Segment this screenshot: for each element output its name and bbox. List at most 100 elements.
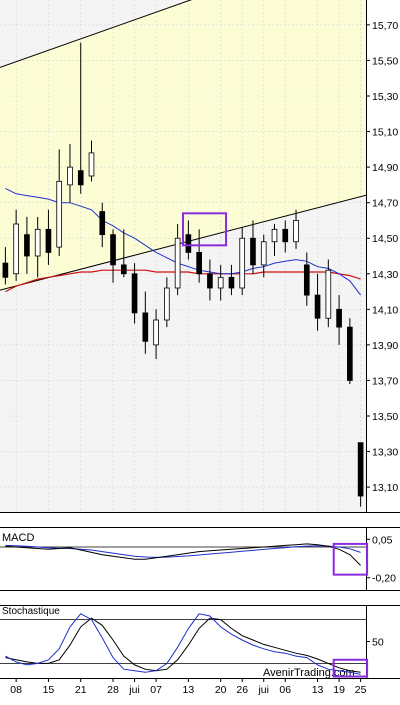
x-tick-label: 08 xyxy=(10,684,22,696)
candle-body-up xyxy=(56,180,63,248)
x-tick-label: jui xyxy=(257,684,269,696)
candle xyxy=(142,291,149,354)
candle xyxy=(207,259,213,301)
candle-body-down xyxy=(336,308,342,328)
candle-body-down xyxy=(45,228,52,253)
candle xyxy=(56,149,63,256)
candle-body-down xyxy=(357,442,364,497)
candle-body-up xyxy=(153,319,159,346)
price-tick-label: 15,50 xyxy=(372,55,398,67)
macd-tick-label: 0,05 xyxy=(372,534,393,546)
x-tick-label: 15 xyxy=(43,684,55,696)
price-tick-label: 14,50 xyxy=(372,233,398,245)
macd-panel: MACD 0,05 -0,20 xyxy=(0,527,400,591)
channel-fill xyxy=(0,0,366,291)
candle-body-up xyxy=(88,152,95,177)
x-tick-label: 26 xyxy=(236,684,248,696)
candle-body-up xyxy=(239,237,246,289)
x-tick-label: 19 xyxy=(333,684,345,696)
candle-body-down xyxy=(250,237,256,266)
price-tick-label: 13,90 xyxy=(372,340,398,352)
candle-body-down xyxy=(196,252,202,275)
candle xyxy=(336,295,342,345)
candle xyxy=(228,264,235,296)
candle-body-down xyxy=(24,234,30,257)
candle xyxy=(99,202,106,248)
price-tick-label: 13,10 xyxy=(372,482,398,494)
candle-body-down xyxy=(99,211,106,236)
candle xyxy=(88,140,95,182)
price-tick-label: 13,70 xyxy=(372,375,398,387)
stochastic-panel: Stochastique AvenirTrading.com 50 xyxy=(0,605,400,679)
price-panel: 15,70 15,50 15,30 15,10 14,90 14,70 14,50 14,30… xyxy=(0,0,400,513)
candle-body-down xyxy=(110,234,116,266)
stoch-k-line xyxy=(5,613,361,675)
candle xyxy=(314,273,321,331)
candle xyxy=(131,263,138,324)
price-tick-label: 13,30 xyxy=(372,447,398,459)
candle xyxy=(24,216,30,274)
candle-body-up xyxy=(325,269,332,319)
candle xyxy=(303,252,310,306)
candle-body-down xyxy=(2,262,9,278)
candle xyxy=(271,224,278,256)
candle xyxy=(174,224,181,296)
stochastic-title: Stochastique xyxy=(2,606,60,617)
candle-body-up xyxy=(271,228,278,243)
candle xyxy=(110,229,116,283)
candle xyxy=(239,227,246,296)
price-highlight-box xyxy=(182,212,228,247)
candle-body-up xyxy=(34,228,41,257)
x-tick-label: 13 xyxy=(312,684,324,696)
candle-body-up xyxy=(293,220,299,243)
candle-body-down xyxy=(347,326,353,381)
candle xyxy=(13,209,19,281)
price-tick-label: 14,10 xyxy=(372,304,398,316)
price-tick-label: 14,30 xyxy=(372,269,398,281)
candle-body-up xyxy=(174,237,181,289)
x-axis: 08 15 21 28 jui 07 13 20 26 jui 06 13 19 25 xyxy=(10,678,367,696)
candle-body-up xyxy=(260,241,267,266)
stoch-tick-label: 50 xyxy=(372,637,384,649)
candle-body-down xyxy=(228,276,235,289)
candle xyxy=(67,144,73,203)
price-tick-label: 14,70 xyxy=(372,198,398,210)
candle-body-down xyxy=(303,264,310,296)
candle-body-down xyxy=(314,294,321,319)
candle xyxy=(2,247,9,285)
candle-body-up xyxy=(217,276,224,289)
candle-body-down xyxy=(207,273,213,289)
candle xyxy=(325,259,332,328)
price-tick-label: 14,90 xyxy=(372,162,398,174)
candle xyxy=(45,209,52,265)
candle xyxy=(34,216,41,278)
x-tick-label: 13 xyxy=(183,684,195,696)
candle-body-down xyxy=(77,170,84,186)
stoch-highlight-box xyxy=(332,658,369,678)
x-tick-label: 25 xyxy=(355,684,367,696)
ma-red-line xyxy=(5,269,361,293)
x-tick-label: 21 xyxy=(75,684,87,696)
x-tick-label: jui xyxy=(128,684,140,696)
candle xyxy=(120,229,127,278)
candle-body-down xyxy=(131,273,138,314)
x-tick-label: 20 xyxy=(215,684,227,696)
channel-upper-line xyxy=(0,0,193,68)
candle xyxy=(260,234,267,278)
candle xyxy=(293,209,299,249)
candle-body-down xyxy=(282,228,289,243)
candle xyxy=(164,277,170,328)
candle xyxy=(347,318,353,384)
candle xyxy=(282,220,289,253)
x-tick-label: 06 xyxy=(279,684,291,696)
ma-blue-line xyxy=(5,187,361,296)
candle xyxy=(153,309,159,360)
candle-body-down xyxy=(120,264,127,275)
macd-tick-label: -0,20 xyxy=(372,573,396,585)
price-tick-label: 15,10 xyxy=(372,127,398,139)
candle xyxy=(185,220,192,260)
stoch-d-line xyxy=(5,617,361,673)
price-tick-label: 13,50 xyxy=(372,411,398,423)
